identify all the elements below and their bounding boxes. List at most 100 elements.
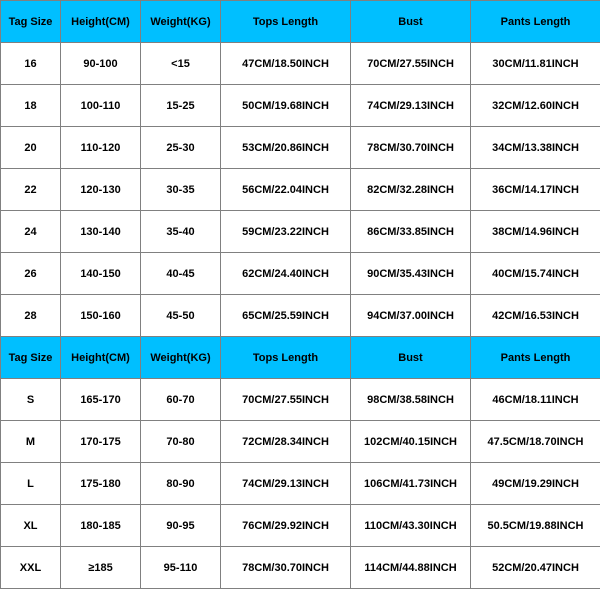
cell: 47CM/18.50INCH xyxy=(221,43,351,85)
cell: 70CM/27.55INCH xyxy=(351,43,471,85)
header-section-1: Tag Size Height(CM) Weight(KG) Tops Leng… xyxy=(1,1,600,43)
table-row: 20110-12025-3053CM/20.86INCH78CM/30.70IN… xyxy=(1,127,600,169)
cell: 35-40 xyxy=(141,211,221,253)
col-pants-length: Pants Length xyxy=(471,337,600,379)
size-chart-table: Tag Size Height(CM) Weight(KG) Tops Leng… xyxy=(0,0,600,589)
table-row: 22120-13030-3556CM/22.04INCH82CM/32.28IN… xyxy=(1,169,600,211)
table-row: S165-17060-7070CM/27.55INCH98CM/38.58INC… xyxy=(1,379,600,421)
cell: 40-45 xyxy=(141,253,221,295)
cell: 50CM/19.68INCH xyxy=(221,85,351,127)
cell: 47.5CM/18.70INCH xyxy=(471,421,600,463)
col-height: Height(CM) xyxy=(61,337,141,379)
cell: XL xyxy=(1,505,61,547)
cell: 60-70 xyxy=(141,379,221,421)
cell: 150-160 xyxy=(61,295,141,337)
col-tops-length: Tops Length xyxy=(221,337,351,379)
cell: ≥185 xyxy=(61,547,141,589)
cell: 22 xyxy=(1,169,61,211)
cell: S xyxy=(1,379,61,421)
cell: L xyxy=(1,463,61,505)
table-row: XXL≥18595-11078CM/30.70INCH114CM/44.88IN… xyxy=(1,547,600,589)
cell: 18 xyxy=(1,85,61,127)
col-height: Height(CM) xyxy=(61,1,141,43)
table-row: L175-18080-9074CM/29.13INCH106CM/41.73IN… xyxy=(1,463,600,505)
col-pants-length: Pants Length xyxy=(471,1,600,43)
cell: 25-30 xyxy=(141,127,221,169)
table-row: 26140-15040-4562CM/24.40INCH90CM/35.43IN… xyxy=(1,253,600,295)
rows-section-2: S165-17060-7070CM/27.55INCH98CM/38.58INC… xyxy=(1,379,600,589)
cell: 90-100 xyxy=(61,43,141,85)
cell: 80-90 xyxy=(141,463,221,505)
header-section-2: Tag Size Height(CM) Weight(KG) Tops Leng… xyxy=(1,337,600,379)
rows-section-1: 1690-100<1547CM/18.50INCH70CM/27.55INCH3… xyxy=(1,43,600,337)
cell: 30CM/11.81INCH xyxy=(471,43,600,85)
cell: 30-35 xyxy=(141,169,221,211)
cell: 175-180 xyxy=(61,463,141,505)
cell: 90-95 xyxy=(141,505,221,547)
table-row: XL180-18590-9576CM/29.92INCH110CM/43.30I… xyxy=(1,505,600,547)
table-row: 18100-11015-2550CM/19.68INCH74CM/29.13IN… xyxy=(1,85,600,127)
cell: 53CM/20.86INCH xyxy=(221,127,351,169)
cell: 46CM/18.11INCH xyxy=(471,379,600,421)
cell: 65CM/25.59INCH xyxy=(221,295,351,337)
cell: <15 xyxy=(141,43,221,85)
cell: 110-120 xyxy=(61,127,141,169)
col-tops-length: Tops Length xyxy=(221,1,351,43)
cell: 32CM/12.60INCH xyxy=(471,85,600,127)
cell: 52CM/20.47INCH xyxy=(471,547,600,589)
cell: 102CM/40.15INCH xyxy=(351,421,471,463)
cell: 170-175 xyxy=(61,421,141,463)
cell: 45-50 xyxy=(141,295,221,337)
cell: 114CM/44.88INCH xyxy=(351,547,471,589)
cell: 95-110 xyxy=(141,547,221,589)
cell: 70-80 xyxy=(141,421,221,463)
cell: 140-150 xyxy=(61,253,141,295)
cell: 130-140 xyxy=(61,211,141,253)
cell: 90CM/35.43INCH xyxy=(351,253,471,295)
col-weight: Weight(KG) xyxy=(141,337,221,379)
cell: 16 xyxy=(1,43,61,85)
cell: 28 xyxy=(1,295,61,337)
cell: 40CM/15.74INCH xyxy=(471,253,600,295)
table-row: 28150-16045-5065CM/25.59INCH94CM/37.00IN… xyxy=(1,295,600,337)
cell: 180-185 xyxy=(61,505,141,547)
col-bust: Bust xyxy=(351,1,471,43)
cell: 76CM/29.92INCH xyxy=(221,505,351,547)
col-weight: Weight(KG) xyxy=(141,1,221,43)
cell: 20 xyxy=(1,127,61,169)
cell: 100-110 xyxy=(61,85,141,127)
cell: 120-130 xyxy=(61,169,141,211)
cell: 110CM/43.30INCH xyxy=(351,505,471,547)
cell: 59CM/23.22INCH xyxy=(221,211,351,253)
col-tag-size: Tag Size xyxy=(1,337,61,379)
cell: 86CM/33.85INCH xyxy=(351,211,471,253)
cell: 70CM/27.55INCH xyxy=(221,379,351,421)
cell: 36CM/14.17INCH xyxy=(471,169,600,211)
cell: 38CM/14.96INCH xyxy=(471,211,600,253)
cell: 74CM/29.13INCH xyxy=(351,85,471,127)
col-bust: Bust xyxy=(351,337,471,379)
cell: 42CM/16.53INCH xyxy=(471,295,600,337)
cell: 78CM/30.70INCH xyxy=(221,547,351,589)
cell: 15-25 xyxy=(141,85,221,127)
cell: 98CM/38.58INCH xyxy=(351,379,471,421)
cell: M xyxy=(1,421,61,463)
col-tag-size: Tag Size xyxy=(1,1,61,43)
table-row: 1690-100<1547CM/18.50INCH70CM/27.55INCH3… xyxy=(1,43,600,85)
cell: 49CM/19.29INCH xyxy=(471,463,600,505)
cell: XXL xyxy=(1,547,61,589)
cell: 34CM/13.38INCH xyxy=(471,127,600,169)
cell: 72CM/28.34INCH xyxy=(221,421,351,463)
table-row: 24130-14035-4059CM/23.22INCH86CM/33.85IN… xyxy=(1,211,600,253)
cell: 24 xyxy=(1,211,61,253)
cell: 106CM/41.73INCH xyxy=(351,463,471,505)
cell: 78CM/30.70INCH xyxy=(351,127,471,169)
cell: 26 xyxy=(1,253,61,295)
cell: 74CM/29.13INCH xyxy=(221,463,351,505)
table-row: M170-17570-8072CM/28.34INCH102CM/40.15IN… xyxy=(1,421,600,463)
cell: 82CM/32.28INCH xyxy=(351,169,471,211)
cell: 165-170 xyxy=(61,379,141,421)
cell: 56CM/22.04INCH xyxy=(221,169,351,211)
cell: 94CM/37.00INCH xyxy=(351,295,471,337)
cell: 62CM/24.40INCH xyxy=(221,253,351,295)
